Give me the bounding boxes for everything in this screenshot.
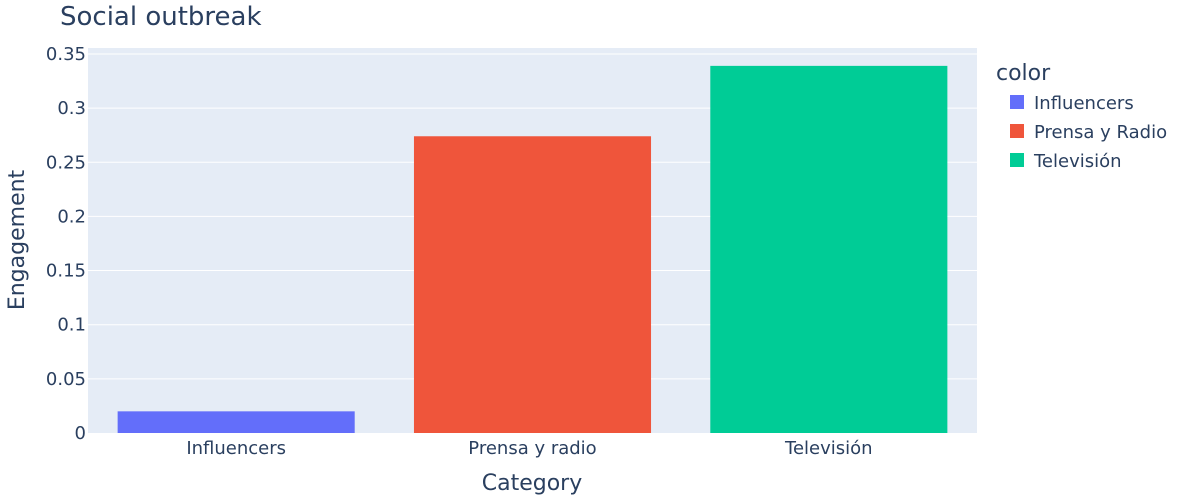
x-tick-labels: Influencers Prensa y radio Televisión xyxy=(186,438,872,459)
bar[interactable] xyxy=(710,65,948,433)
bar[interactable] xyxy=(413,136,652,434)
y-tick-label: 0.35 xyxy=(46,44,86,65)
x-axis-title: Category xyxy=(482,471,583,496)
y-axis-title: Engagement xyxy=(5,169,30,310)
y-tick-label: 0 xyxy=(75,423,86,444)
legend-title: color xyxy=(996,61,1051,86)
legend-label[interactable]: Influencers xyxy=(1034,93,1134,114)
legend-label[interactable]: Televisión xyxy=(1033,151,1122,172)
x-tick-label: Influencers xyxy=(186,438,286,459)
y-tick-label: 0.15 xyxy=(46,261,86,282)
y-tick-label: 0.1 xyxy=(57,315,86,336)
y-tick-label: 0.3 xyxy=(57,98,86,119)
bar[interactable] xyxy=(117,411,355,433)
bars xyxy=(117,65,948,434)
y-tick-label: 0.2 xyxy=(57,206,86,227)
x-tick-label: Televisión xyxy=(784,438,873,459)
y-tick-label: 0.05 xyxy=(46,369,86,390)
x-tick-label: Prensa y radio xyxy=(468,438,596,459)
y-tick-labels: 0 0.05 0.1 0.15 0.2 0.25 0.3 0.35 xyxy=(46,44,86,444)
legend: color Influencers Prensa y Radio Televisió… xyxy=(996,61,1167,172)
legend-label[interactable]: Prensa y Radio xyxy=(1034,122,1167,143)
legend-swatch[interactable] xyxy=(1010,124,1024,138)
y-tick-label: 0.25 xyxy=(46,152,86,173)
chart-title: Social outbreak xyxy=(60,2,262,32)
legend-swatch[interactable] xyxy=(1010,153,1024,167)
legend-swatch[interactable] xyxy=(1010,95,1024,109)
